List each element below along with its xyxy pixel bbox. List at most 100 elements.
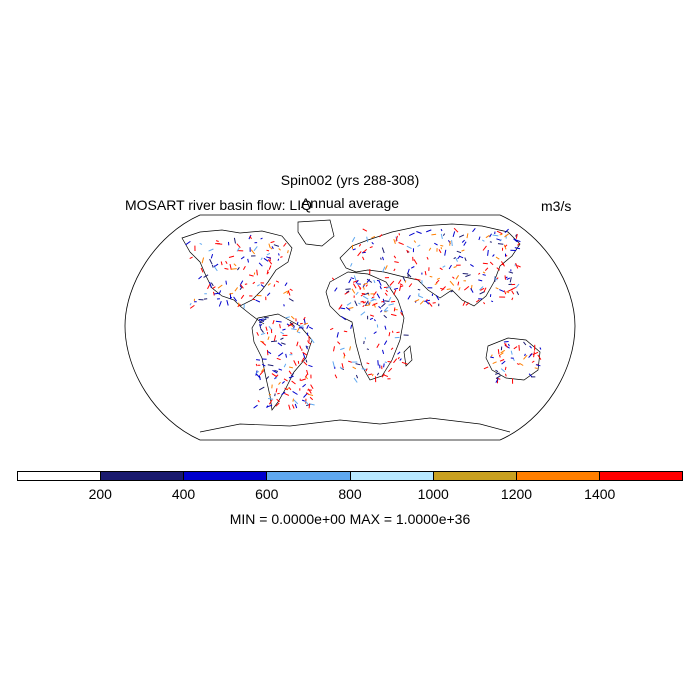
flow-mark bbox=[267, 336, 270, 340]
flow-mark bbox=[440, 228, 443, 232]
flow-mark bbox=[504, 233, 509, 238]
flow-mark bbox=[351, 236, 356, 243]
flow-mark bbox=[496, 230, 503, 235]
flow-mark bbox=[535, 364, 541, 367]
flow-mark bbox=[381, 300, 384, 303]
flow-mark bbox=[239, 280, 244, 285]
flow-mark bbox=[399, 358, 402, 361]
flow-mark bbox=[465, 274, 471, 278]
flow-mark bbox=[407, 268, 410, 274]
flow-mark bbox=[478, 272, 481, 275]
flow-mark bbox=[506, 291, 510, 294]
flow-mark bbox=[424, 299, 431, 302]
flow-mark bbox=[242, 266, 246, 271]
flow-mark bbox=[217, 243, 223, 245]
flow-mark bbox=[368, 301, 371, 306]
flow-mark bbox=[218, 301, 222, 307]
flow-mark bbox=[273, 284, 276, 287]
flow-mark bbox=[236, 247, 240, 252]
flow-mark bbox=[495, 287, 499, 290]
flow-mark bbox=[213, 266, 218, 272]
flow-mark bbox=[268, 243, 271, 248]
colorbar-segment bbox=[433, 472, 517, 480]
flow-mark bbox=[529, 345, 532, 349]
flow-mark bbox=[379, 234, 383, 238]
flow-mark bbox=[271, 246, 274, 249]
colorbar-segment bbox=[18, 472, 102, 480]
coastlines bbox=[181, 219, 541, 433]
flow-mark bbox=[260, 257, 263, 261]
flow-mark bbox=[393, 268, 396, 272]
flow-mark bbox=[249, 235, 252, 240]
flow-mark bbox=[307, 341, 311, 345]
flow-mark bbox=[370, 314, 375, 317]
flow-mark bbox=[334, 374, 338, 379]
flow-mark bbox=[226, 299, 229, 306]
variable-label: MOSART river basin flow: LIQ bbox=[125, 197, 312, 213]
flow-mark bbox=[511, 290, 515, 295]
flow-mark bbox=[353, 275, 357, 281]
flow-mark bbox=[271, 340, 278, 343]
flow-mark bbox=[461, 249, 465, 252]
flow-mark bbox=[234, 287, 239, 292]
flow-mark bbox=[371, 235, 376, 239]
flow-mark bbox=[382, 266, 386, 273]
flow-mark bbox=[381, 247, 385, 254]
flow-mark bbox=[435, 279, 440, 284]
flow-mark bbox=[453, 227, 459, 233]
colorbar-segment bbox=[516, 472, 600, 480]
flow-mark bbox=[300, 378, 306, 381]
flow-mark bbox=[413, 259, 418, 265]
flow-mark bbox=[492, 361, 497, 365]
flow-mark bbox=[442, 233, 446, 236]
flow-mark bbox=[365, 284, 368, 287]
flow-mark bbox=[400, 310, 403, 313]
flow-mark bbox=[418, 295, 424, 299]
flow-mark bbox=[362, 228, 368, 232]
flow-mark bbox=[465, 302, 470, 306]
flow-mark bbox=[333, 346, 335, 352]
flow-mark bbox=[358, 243, 362, 247]
flow-mark bbox=[259, 328, 264, 333]
flow-mark bbox=[291, 380, 296, 385]
flow-mark bbox=[339, 366, 343, 370]
flow-mark bbox=[360, 311, 366, 316]
flow-mark bbox=[389, 280, 395, 286]
flow-mark bbox=[255, 299, 261, 303]
flow-mark bbox=[381, 373, 385, 378]
flow-mark bbox=[248, 274, 254, 277]
flow-mark bbox=[309, 396, 314, 401]
flow-mark bbox=[382, 298, 385, 304]
flow-mark bbox=[260, 237, 263, 240]
flow-mark bbox=[207, 283, 211, 290]
flow-mark bbox=[426, 229, 432, 233]
flow-mark bbox=[398, 242, 404, 246]
flow-mark bbox=[373, 331, 377, 335]
flow-mark bbox=[449, 280, 455, 286]
flow-mark bbox=[363, 282, 368, 286]
flow-mark bbox=[440, 233, 443, 240]
flow-mark bbox=[451, 240, 453, 247]
flow-mark bbox=[499, 352, 504, 356]
flow-mark bbox=[384, 325, 387, 330]
flow-mark bbox=[462, 273, 469, 275]
flow-mark bbox=[482, 239, 485, 242]
flow-mark bbox=[299, 345, 302, 349]
flow-mark bbox=[385, 286, 392, 289]
flow-mark bbox=[306, 369, 309, 375]
flow-mark bbox=[189, 256, 193, 260]
flow-mark bbox=[416, 231, 422, 234]
flow-mark bbox=[384, 361, 388, 364]
flow-mark bbox=[425, 300, 430, 305]
flow-mark bbox=[225, 260, 228, 264]
flow-mark bbox=[417, 288, 421, 291]
flow-mark bbox=[303, 393, 308, 398]
flow-mark bbox=[213, 292, 219, 295]
flow-mark bbox=[305, 359, 308, 363]
flow-mark bbox=[385, 289, 389, 293]
flow-mark bbox=[506, 277, 511, 280]
flow-mark bbox=[531, 360, 535, 363]
flow-mark bbox=[350, 277, 355, 280]
flow-mark bbox=[390, 347, 394, 350]
flow-mark bbox=[500, 349, 506, 354]
